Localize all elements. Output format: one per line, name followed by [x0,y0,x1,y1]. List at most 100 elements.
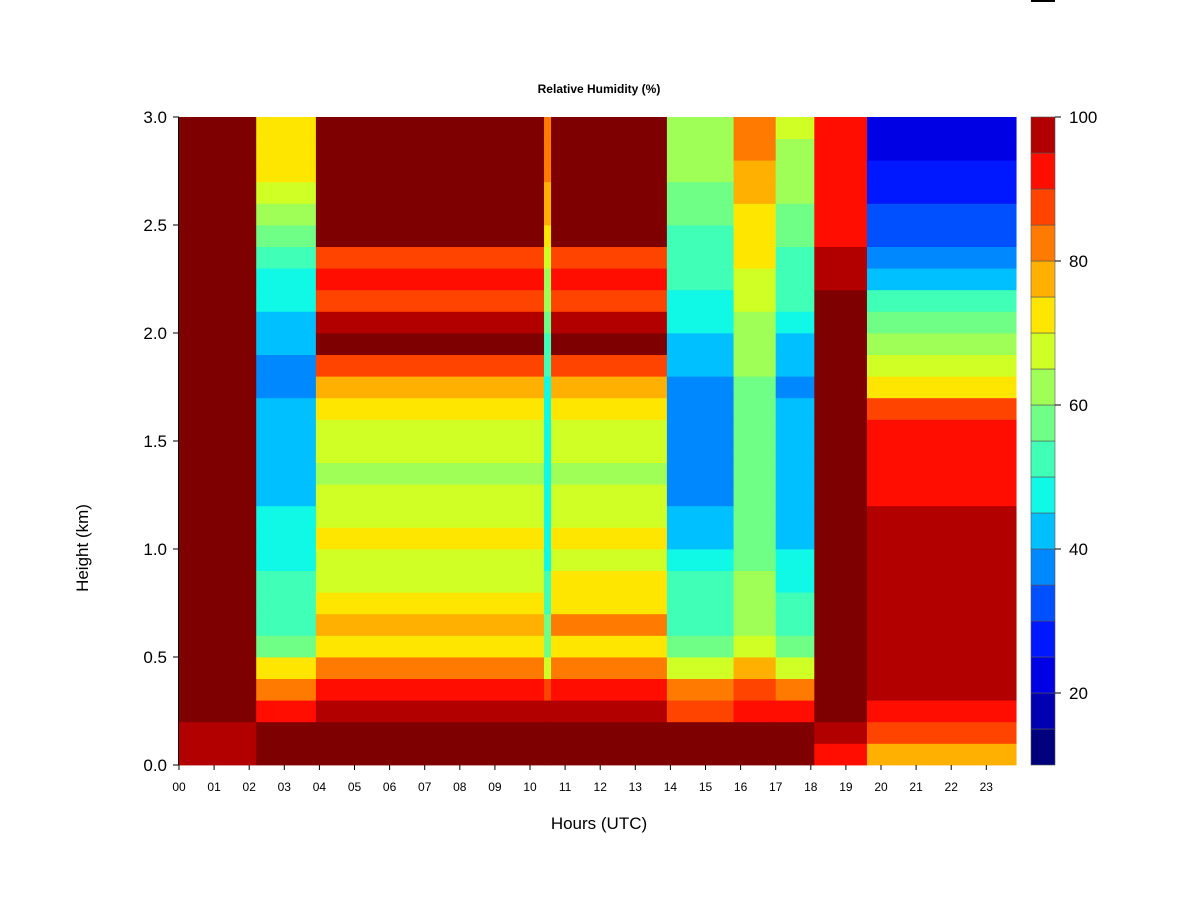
heatmap-cell [315,441,545,463]
heatmap-cell [315,203,545,226]
heatmap-cell [179,289,257,312]
colorbar-tick-label: 80 [1069,252,1088,271]
x-tick-label: 17 [769,780,783,794]
heatmap-cell [179,397,257,420]
heatmap-cell [179,549,257,571]
heatmap-cell [315,138,545,161]
heatmap-cell [179,203,257,226]
heatmap-cell [551,268,668,291]
colorbar [1030,116,1056,766]
heatmap-cell [256,354,317,377]
heatmap-cell [814,138,868,161]
heatmap-cell [775,117,815,139]
heatmap-cell [315,397,545,420]
heatmap-cell [544,549,552,571]
heatmap-cell [179,117,257,139]
colorbar-bin [1030,620,1056,658]
x-axis: 00 01 02 03 04 05 06 07 08 09 10 11 12 13 14 15 16 17 18 19… [172,765,993,794]
heatmap-cell [666,441,734,463]
heatmap-cell [256,138,317,161]
colorbar-bin [1030,512,1056,550]
heatmap-cell [775,333,815,355]
heatmap-cell [315,268,545,291]
heatmap-cell [775,635,815,658]
heatmap-cell [666,376,734,399]
heatmap-cell [315,246,545,269]
heatmap-cell [866,743,1017,766]
heatmap-cell [666,700,734,723]
heatmap-cell [179,333,257,355]
heatmap-cell [551,527,668,550]
heatmap-cell [315,225,545,247]
heatmap-cell [315,117,545,139]
heatmap-cell [256,570,317,593]
heatmap-cell [775,376,815,399]
colorbar-bin [1030,584,1056,622]
x-tick-label: 04 [313,780,327,794]
heatmap-cell [814,354,868,377]
heatmap-cell [866,246,1017,269]
heatmap-cell [256,505,317,528]
heatmap-cell [256,721,317,744]
x-tick-label: 20 [874,780,888,794]
heatmap-cell [733,484,777,507]
x-tick-label: 12 [594,780,608,794]
heatmap-cell [256,117,317,139]
heatmap-cell [315,527,545,550]
heatmap-cell [775,203,815,226]
heatmap-cell [733,117,777,139]
heatmap-cell [775,441,815,463]
heatmap-cell [733,289,777,312]
heatmap-cell [733,721,777,744]
colorbar-tick-label: 40 [1069,540,1088,559]
heatmap-cell [256,246,317,269]
heatmap-cell [666,181,734,204]
heatmap-cell [315,354,545,377]
heatmap-cell [775,246,815,269]
colorbar-axis: 20 40 60 80 100 [1055,108,1097,703]
heatmap-cell [544,570,552,593]
y-tick-label: 2.5 [143,216,167,235]
heatmap-cell [551,246,668,269]
heatmap-cell [866,311,1017,334]
heatmap-cell [544,484,552,507]
x-tick-label: 01 [207,780,221,794]
heatmap-cell [814,419,868,442]
heatmap-cell [315,376,545,399]
heatmap-cell [866,657,1017,679]
heatmap-cell [866,700,1017,723]
heatmap-cell [179,657,257,679]
heatmap-cell [775,419,815,442]
heatmap-cell [866,333,1017,355]
heatmap-cell [179,743,257,766]
heatmap-cell [733,549,777,571]
colorbar-bin [1030,404,1056,442]
heatmap-cell [256,743,317,766]
colorbar-bin [1030,440,1056,478]
heatmap-cell [551,203,668,226]
x-tick-label: 05 [348,780,362,794]
heatmap-cell [666,354,734,377]
heatmap-cell [315,419,545,442]
heatmap-cell [315,678,545,701]
heatmap-cell [814,549,868,571]
heatmap-cell [179,181,257,204]
heatmap-cell [814,311,868,334]
heatmap-cell [814,657,868,679]
heatmap-cell [256,333,317,355]
heatmap-cell [551,549,668,571]
heatmap-cell [179,462,257,485]
heatmap-cell [775,613,815,636]
heatmap-cell [814,678,868,701]
heatmap-cell [256,635,317,658]
heatmap-cell [775,721,815,744]
heatmap-cell [256,203,317,226]
heatmap-cell [775,657,815,679]
heatmap-cell [544,376,552,399]
heatmap-cell [866,354,1017,377]
heatmap-cell [866,397,1017,420]
x-tick-label: 14 [664,780,678,794]
heatmap-cell [866,613,1017,636]
chart-title: Relative Humidity (%) [538,82,661,96]
heatmap-cell [179,441,257,463]
